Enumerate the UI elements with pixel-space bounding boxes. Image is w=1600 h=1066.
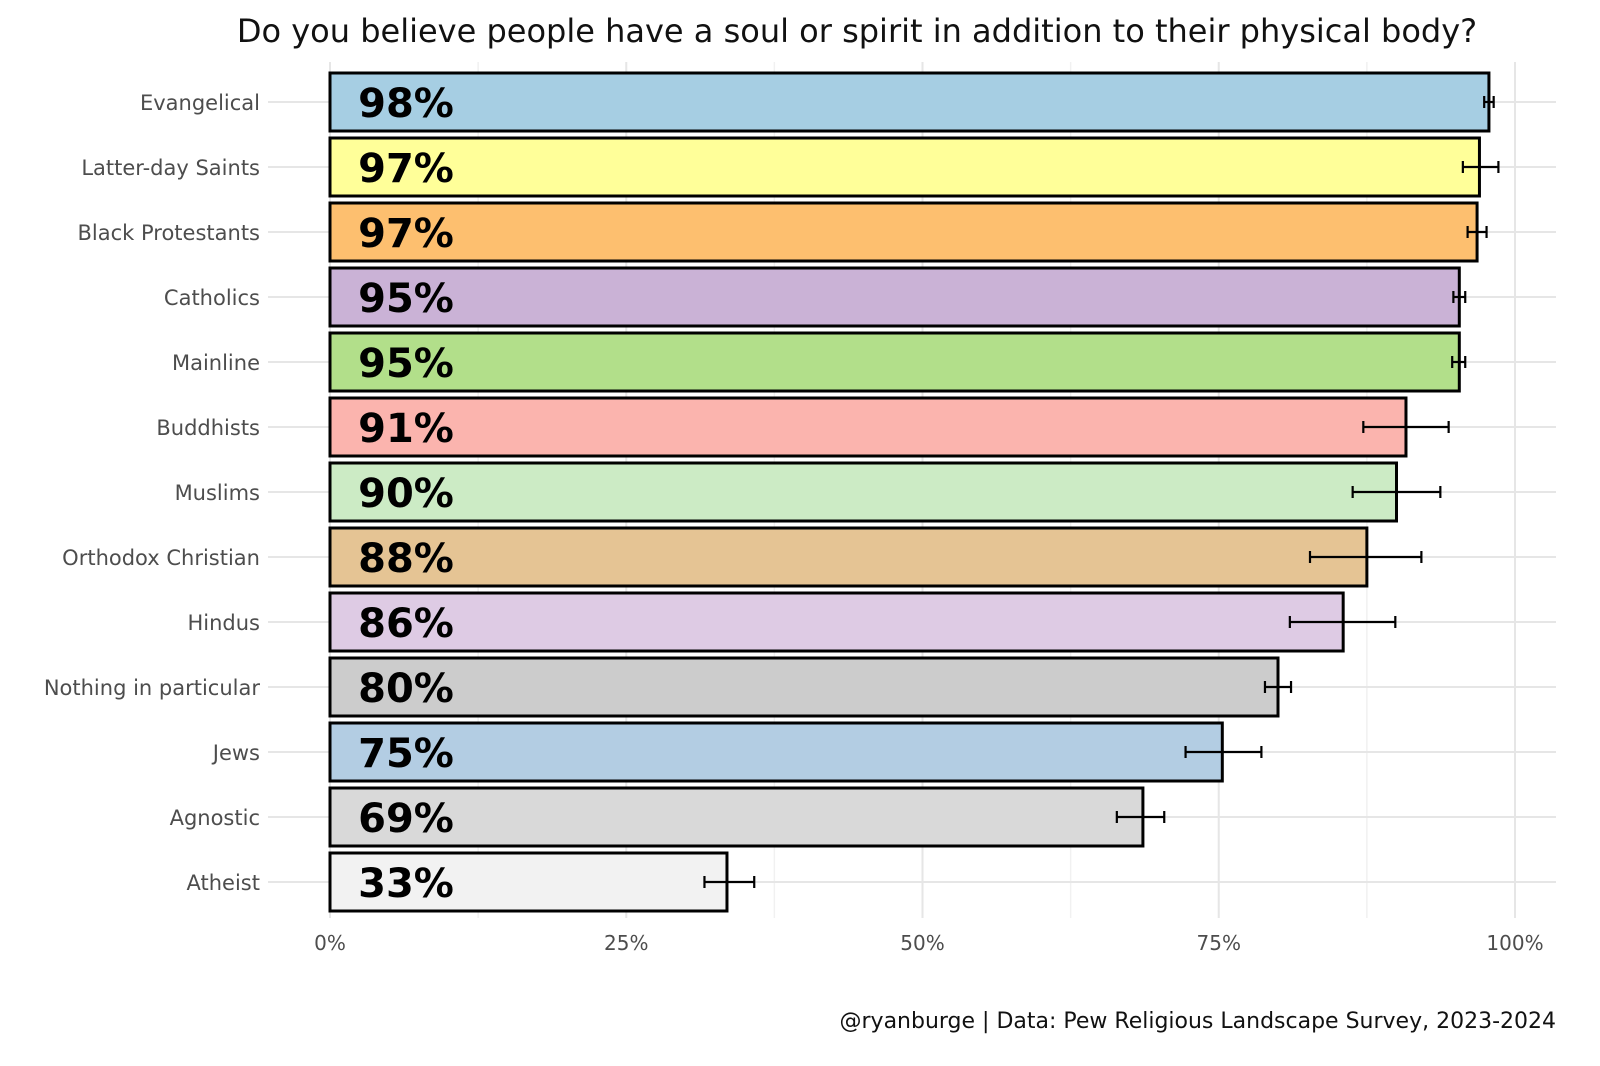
bars	[328, 71, 1491, 913]
x-tick-label: 25%	[604, 931, 648, 955]
data-label: 97%	[358, 211, 454, 257]
data-label: 90%	[358, 471, 454, 517]
bar	[328, 526, 1369, 588]
bar	[328, 851, 729, 913]
bar	[328, 136, 1481, 198]
data-label: 75%	[358, 731, 454, 777]
category-label: Nothing in particular	[44, 676, 261, 700]
x-tick-label: 0%	[314, 931, 346, 955]
x-tick-label: 75%	[1197, 931, 1241, 955]
category-label: Orthodox Christian	[62, 546, 260, 570]
category-label: Mainline	[172, 351, 260, 375]
bar	[328, 396, 1408, 458]
data-label: 69%	[358, 796, 454, 842]
data-labels: 98% 97% 97% 95% 95% 91% 90% 88% 86% 80% 75% 69% 33%	[358, 81, 454, 907]
category-axis: Evangelical Latter-day Saints Black Protes…	[44, 91, 261, 895]
bar	[328, 461, 1398, 523]
category-label: Muslims	[175, 481, 260, 505]
data-label: 95%	[358, 276, 454, 322]
x-axis: 0% 25% 50% 75% 100%	[314, 931, 1543, 955]
data-label: 98%	[358, 81, 454, 127]
data-label: 91%	[358, 406, 454, 452]
chart-title: Do you believe people have a soul or spi…	[237, 12, 1477, 50]
bar	[328, 331, 1461, 393]
data-label: 86%	[358, 601, 454, 647]
bar	[328, 656, 1280, 718]
category-label: Hindus	[187, 611, 260, 635]
category-label: Evangelical	[140, 91, 260, 115]
chart-caption: @ryanburge | Data: Pew Religious Landsca…	[840, 1009, 1557, 1034]
category-label: Agnostic	[170, 806, 260, 830]
data-label: 88%	[358, 536, 454, 582]
category-label: Black Protestants	[78, 221, 261, 245]
bar	[328, 591, 1345, 653]
x-tick-label: 100%	[1486, 931, 1543, 955]
bar	[328, 786, 1145, 848]
category-label: Catholics	[164, 286, 260, 310]
error-bars	[703, 96, 1500, 888]
bar	[328, 201, 1479, 263]
data-label: 33%	[358, 861, 454, 907]
data-label: 97%	[358, 146, 454, 192]
bar	[328, 266, 1461, 328]
bar	[328, 721, 1224, 783]
category-label: Atheist	[187, 871, 260, 895]
category-label: Jews	[211, 741, 260, 765]
category-label: Buddhists	[156, 416, 260, 440]
bar	[328, 71, 1491, 133]
data-label: 95%	[358, 341, 454, 387]
x-tick-label: 50%	[900, 931, 944, 955]
data-label: 80%	[358, 666, 454, 712]
category-label: Latter-day Saints	[81, 156, 260, 180]
